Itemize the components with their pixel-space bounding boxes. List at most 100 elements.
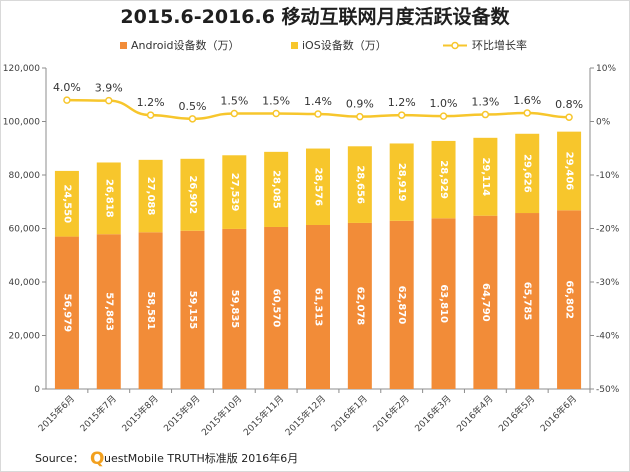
y-tick-label: 0 xyxy=(34,385,40,395)
bar-label-ios: 28,919 xyxy=(396,163,407,202)
bar-ios xyxy=(557,131,582,211)
bar-label-ios: 29,406 xyxy=(564,152,575,191)
x-tick-label: 2015年8月 xyxy=(119,393,160,434)
bar-label-ios: 27,088 xyxy=(145,177,156,216)
growth-rate-point xyxy=(481,110,490,119)
growth-rate-point xyxy=(439,112,448,120)
y-tick-label: 20,000 xyxy=(9,332,41,342)
bar-ios xyxy=(389,143,414,221)
bar-label-android: 66,802 xyxy=(564,280,575,319)
bar-ios xyxy=(180,158,205,231)
growth-rate-point xyxy=(397,111,406,119)
legend: Android设备数（万） iOS设备数（万） 环比增长率 xyxy=(120,38,527,52)
growth-rate-label: 1.3% xyxy=(471,96,499,109)
x-axis-ticks: 2015年6月 2015年7月 2015年8月 2015年9月2015年10月2015… xyxy=(36,389,591,439)
bar-label-android: 58,581 xyxy=(145,291,156,330)
bar-android xyxy=(138,232,163,389)
growth-rate-point xyxy=(63,96,71,104)
legend-marker-rate xyxy=(451,41,459,50)
bar-label-android: 63,810 xyxy=(438,284,449,323)
bar-label-ios: 28,085 xyxy=(271,170,282,209)
y-tick-label: 60,000 xyxy=(9,225,41,235)
growth-rate-label: 3.9% xyxy=(95,82,123,95)
x-tick-label: 2016年3月 xyxy=(412,393,453,434)
growth-rate-label: 1.4% xyxy=(304,95,332,108)
legend-label-rate: 环比增长率 xyxy=(472,38,527,52)
bar-label-ios: 24,550 xyxy=(61,184,72,223)
legend-label-android: Android设备数（万） xyxy=(131,38,240,52)
bar-label-ios: 28,656 xyxy=(354,165,365,204)
growth-rate-point xyxy=(565,113,573,121)
bar-label-android: 57,863 xyxy=(103,292,114,331)
bar-label-android: 62,870 xyxy=(396,286,407,325)
x-tick-label: 2015年12月 xyxy=(283,393,329,439)
y2-tick-label: -50% xyxy=(596,385,620,395)
y-tick-label: 40,000 xyxy=(9,278,41,288)
x-tick-label: 2015年7月 xyxy=(77,393,118,434)
bar-label-ios: 26,902 xyxy=(187,175,198,214)
bar-android xyxy=(264,226,289,389)
bar-label-ios: 26,818 xyxy=(103,179,114,218)
growth-rate-label: 1.0% xyxy=(430,97,458,110)
growth-rate-point xyxy=(356,112,364,121)
bar-ios xyxy=(306,148,330,225)
x-tick-label: 2016年1月 xyxy=(328,393,369,434)
x-tick-label: 2016年2月 xyxy=(370,393,411,434)
growth-rate-label: 0.8% xyxy=(555,98,583,111)
bar-label-android: 56,979 xyxy=(61,293,72,332)
source-footer: Source： Q uestMobile TRUTH标准版 2016年6月 xyxy=(35,449,298,469)
growth-rate-point xyxy=(272,109,280,118)
growth-rate-label: 4.0% xyxy=(53,81,81,94)
y2-tick-label: 10% xyxy=(596,64,616,74)
bar-android xyxy=(180,230,205,389)
y-tick-label: 80,000 xyxy=(9,171,41,181)
source-prefix: Source： xyxy=(35,452,84,465)
growth-rate-line: 4.0% 3.9% 1.2% 0.5% 1.5% 1.5% 1.4% 0.9% 1.2% 1.0%… xyxy=(53,81,583,123)
bar-android xyxy=(431,218,456,389)
legend-swatch-ios xyxy=(291,42,298,49)
growth-rate-label: 0.5% xyxy=(178,100,206,113)
growth-rate-label: 0.9% xyxy=(346,98,374,111)
y2-tick-label: -20% xyxy=(596,225,620,235)
source-logo-letter: Q xyxy=(90,449,104,469)
bar-label-ios: 28,576 xyxy=(313,167,324,206)
source-text: uestMobile TRUTH标准版 2016年6月 xyxy=(104,451,298,465)
bar-label-android: 62,078 xyxy=(354,287,365,326)
bar-android xyxy=(515,213,540,389)
bar-label-android: 59,835 xyxy=(229,290,240,329)
bar-ios xyxy=(473,137,498,216)
bar-ios xyxy=(222,155,247,229)
y2-tick-label: -10% xyxy=(596,171,620,181)
y2-tick-label: -30% xyxy=(596,278,620,288)
growth-rate-label: 1.2% xyxy=(137,96,165,109)
bar-android xyxy=(473,215,498,389)
bar-ios xyxy=(347,146,372,223)
x-tick-label: 2015年9月 xyxy=(161,393,202,434)
x-tick-label: 2016年4月 xyxy=(454,393,495,434)
legend-label-ios: iOS设备数（万） xyxy=(302,38,387,52)
bar-ios xyxy=(96,162,121,235)
bar-ios xyxy=(264,151,289,227)
growth-rate-point xyxy=(523,109,531,117)
bar-ios xyxy=(431,140,456,219)
y-axis-right-ticks: -50% -40% -30% -20% -10% 0% 10% xyxy=(590,64,620,395)
bar-label-android: 59,155 xyxy=(187,291,198,330)
legend-swatch-android xyxy=(120,42,127,49)
growth-rate-point xyxy=(314,110,322,118)
bar-label-android: 65,785 xyxy=(522,282,533,321)
bar-ios xyxy=(138,159,163,233)
y2-tick-label: -40% xyxy=(596,332,620,342)
x-tick-label: 2016年6月 xyxy=(538,393,579,434)
growth-rate-point xyxy=(105,96,113,105)
x-tick-label: 2015年10月 xyxy=(199,393,245,439)
bar-label-ios: 29,114 xyxy=(480,157,491,196)
chart-title: 2015.6-2016.6 移动互联网月度活跃设备数 xyxy=(120,5,510,28)
growth-rate-label: 1.5% xyxy=(262,94,290,107)
bars: 56,979 24,550 57,863 26,818 58,581 27,088 59,1… xyxy=(54,131,582,389)
growth-rate-label: 1.5% xyxy=(220,94,248,107)
y-tick-label: 100,000 xyxy=(3,118,40,128)
bar-android xyxy=(347,222,372,389)
bar-label-ios: 29,626 xyxy=(522,154,533,193)
growth-rate-point xyxy=(146,111,155,119)
